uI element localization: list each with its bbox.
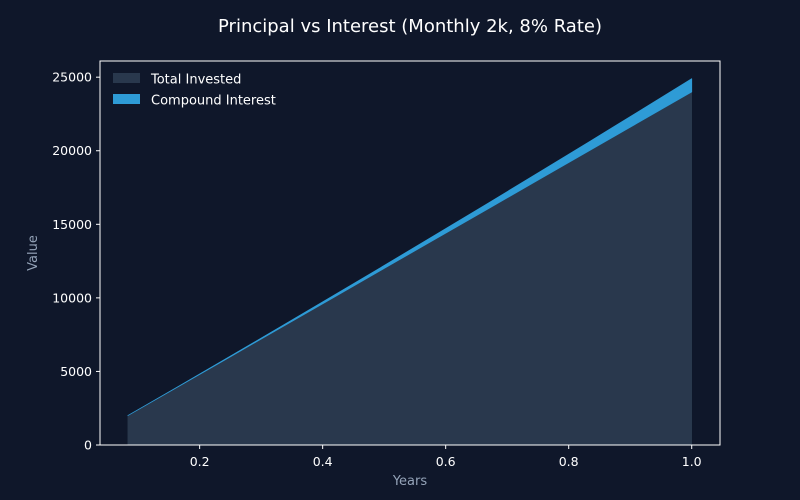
y-tick-label: 20000 [52, 143, 92, 158]
x-ticks: 0.2 0.4 0.6 0.8 1.0 [190, 445, 702, 469]
chart-title: Principal vs Interest (Monthly 2k, 8% Ra… [218, 16, 602, 37]
y-ticks: 0 5000 10000 15000 20000 25000 [52, 70, 100, 453]
legend-label-compound-interest: Compound Interest [151, 94, 276, 109]
y-tick-label: 25000 [52, 70, 92, 85]
legend: Total Invested Compound Interest [113, 73, 276, 109]
x-tick-label: 0.6 [436, 454, 456, 469]
area-compound-interest [127, 78, 693, 416]
x-tick-label: 0.2 [190, 454, 210, 469]
axes-frame [99, 60, 721, 446]
x-axis-label: Years [392, 474, 428, 489]
x-tick-label: 0.8 [559, 454, 579, 469]
y-tick-label: 15000 [52, 217, 92, 232]
y-tick-label: 0 [84, 438, 92, 453]
legend-label-total-invested: Total Invested [150, 73, 241, 88]
y-tick-label: 5000 [60, 364, 92, 379]
x-tick-label: 0.4 [313, 454, 333, 469]
legend-swatch-compound-interest [113, 94, 140, 104]
y-tick-label: 10000 [52, 290, 92, 305]
legend-swatch-total-invested [113, 73, 140, 83]
x-tick-label: 1.0 [682, 454, 702, 469]
y-axis-label: Value [26, 235, 41, 271]
